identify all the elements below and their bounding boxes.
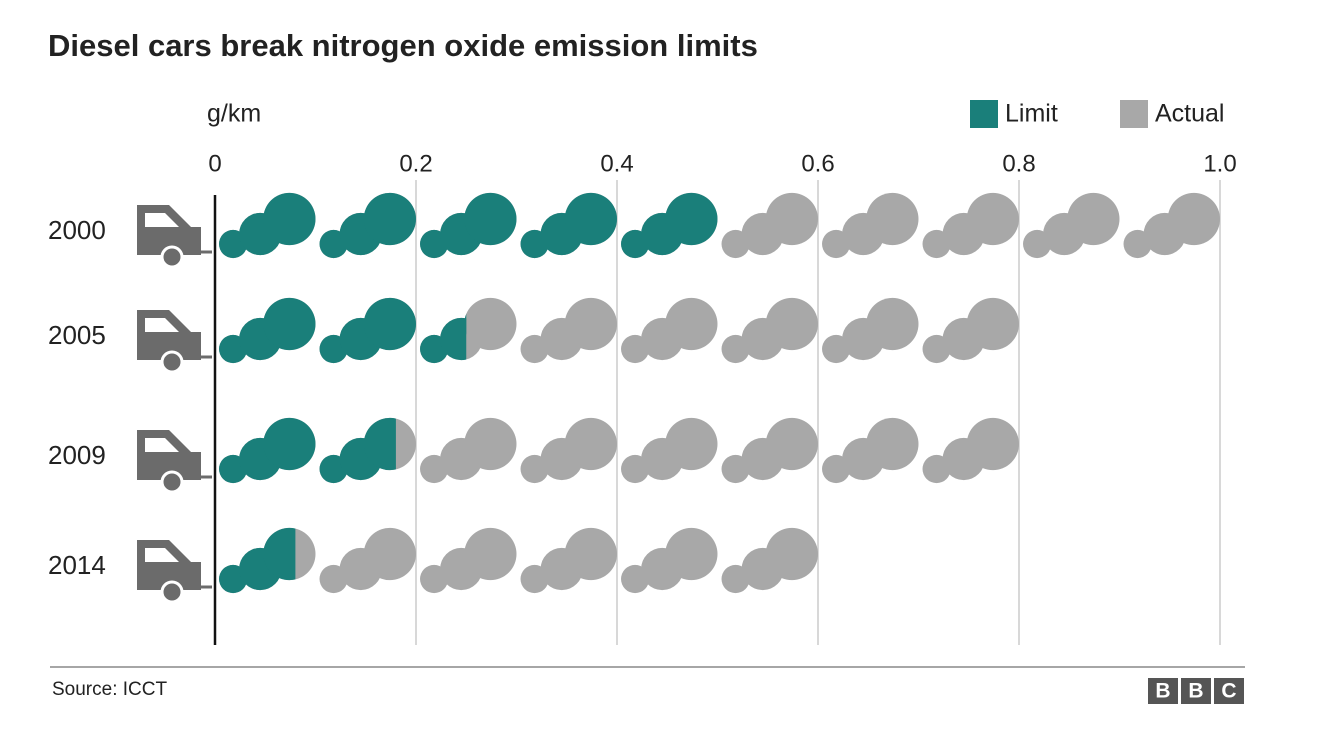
legend-swatch bbox=[1120, 100, 1148, 128]
cloud-puff bbox=[1067, 192, 1120, 246]
car-wheel bbox=[160, 580, 184, 604]
legend-label: Limit bbox=[1005, 100, 1058, 128]
car-wheel bbox=[160, 245, 184, 269]
cloud-puff bbox=[866, 297, 919, 351]
logo-letter: C bbox=[1221, 680, 1236, 703]
car-wheel bbox=[160, 350, 184, 374]
cloud-puff bbox=[464, 417, 517, 471]
cloud-puff bbox=[765, 527, 818, 581]
cloud-puff bbox=[765, 192, 818, 246]
cloud-puff bbox=[263, 527, 296, 581]
cloud-puff bbox=[564, 192, 617, 246]
cloud-puff bbox=[464, 527, 517, 581]
logo-box bbox=[1181, 678, 1211, 704]
pictogram-bar bbox=[219, 192, 718, 259]
cloud-puff bbox=[564, 527, 617, 581]
cloud-puff bbox=[866, 417, 919, 471]
cloud-puff bbox=[665, 297, 718, 351]
cloud-puff bbox=[866, 192, 919, 246]
x-tick-label: 0 bbox=[208, 150, 221, 177]
cloud-puff bbox=[363, 297, 416, 351]
cloud-puff bbox=[363, 417, 396, 471]
pictogram-bar bbox=[219, 297, 467, 364]
logo-letter: B bbox=[1155, 680, 1170, 703]
cloud-puff bbox=[464, 192, 517, 246]
cloud-puff bbox=[665, 417, 718, 471]
car-icon bbox=[137, 310, 212, 374]
car-window bbox=[145, 318, 179, 332]
car-icon bbox=[137, 430, 212, 494]
cloud-puff bbox=[263, 297, 316, 351]
x-tick-label: 0.8 bbox=[1002, 150, 1035, 177]
cloud-puff bbox=[765, 417, 818, 471]
x-tick-label: 0.4 bbox=[600, 150, 633, 177]
cloud-puff bbox=[765, 297, 818, 351]
cloud-puff bbox=[564, 417, 617, 471]
axis-unit: g/km bbox=[207, 100, 261, 128]
cloud-puff bbox=[263, 192, 316, 246]
cloud-puff bbox=[263, 417, 316, 471]
car-icon bbox=[137, 540, 212, 604]
logo-box bbox=[1214, 678, 1244, 704]
car-window bbox=[145, 438, 179, 452]
y-tick-label: 2000 bbox=[48, 215, 106, 245]
chart-title: Diesel cars break nitrogen oxide emissio… bbox=[48, 28, 758, 63]
x-tick-label: 0.2 bbox=[399, 150, 432, 177]
cloud-puff bbox=[966, 297, 1019, 351]
cloud-puff bbox=[363, 527, 416, 581]
x-tick-label: 0.6 bbox=[801, 150, 834, 177]
legend-swatch bbox=[970, 100, 998, 128]
cloud-puff bbox=[363, 192, 416, 246]
cloud-puff bbox=[464, 297, 517, 351]
cloud-puff bbox=[966, 417, 1019, 471]
cloud-puff bbox=[966, 192, 1019, 246]
logo-box bbox=[1148, 678, 1178, 704]
x-tick-label: 1.0 bbox=[1203, 150, 1236, 177]
y-tick-label: 2014 bbox=[48, 550, 106, 580]
car-window bbox=[145, 213, 179, 227]
cloud-puff bbox=[464, 313, 467, 335]
cloud-puff bbox=[1167, 192, 1220, 246]
cloud-puff bbox=[665, 192, 718, 246]
cloud-puff bbox=[440, 317, 467, 361]
logo-letter: B bbox=[1188, 680, 1203, 703]
car-wheel bbox=[160, 470, 184, 494]
car-window bbox=[145, 548, 179, 562]
cloud-puff bbox=[665, 527, 718, 581]
pictogram-bar bbox=[219, 417, 396, 484]
pictogram-bar bbox=[219, 527, 818, 594]
y-tick-label: 2005 bbox=[48, 320, 106, 350]
cloud-puff bbox=[564, 297, 617, 351]
source: Source: ICCT bbox=[52, 679, 167, 700]
legend-label: Actual bbox=[1155, 100, 1224, 128]
pictogram-bar bbox=[219, 527, 296, 594]
car-icon bbox=[137, 205, 212, 269]
y-tick-label: 2009 bbox=[48, 440, 106, 470]
